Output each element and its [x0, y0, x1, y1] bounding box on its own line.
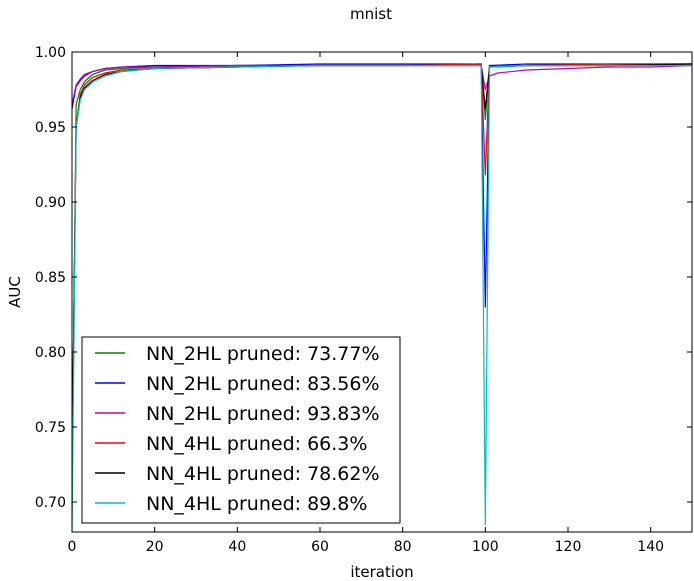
x-tick-label: 40	[228, 539, 246, 555]
x-axis-title: iteration	[350, 563, 413, 581]
ticks-layer: 0 20 40 60 80 100 120 140 0.70 0.75 0.80 0.85 0.90 0.…	[35, 45, 692, 555]
series-layer	[72, 63, 692, 532]
series-line-2	[72, 63, 692, 308]
x-tick-label: 60	[311, 539, 329, 555]
y-axis-title: AUC	[6, 276, 24, 308]
y-tick-label: 1.00	[35, 45, 66, 61]
x-tick-label: 80	[394, 539, 412, 555]
y-tick-label: 0.95	[35, 120, 66, 136]
y-tick-label: 0.70	[35, 495, 66, 511]
plot-area: 0 20 40 60 80 100 120 140 0.70 0.75 0.80 0.85 0.90 0.…	[35, 45, 693, 555]
legend: NN_2HL pruned: 73.77% NN_2HL pruned: 83.5…	[81, 336, 401, 524]
x-tick-label: 20	[146, 539, 164, 555]
legend-box	[81, 336, 401, 524]
y-tick-label: 0.80	[35, 345, 66, 361]
y-tick-label: 0.85	[35, 270, 66, 286]
legend-label: NN_4HL pruned: 66.3%	[146, 433, 367, 455]
plot-frame	[71, 51, 693, 533]
legend-label: NN_2HL pruned: 83.56%	[146, 373, 380, 395]
legend-label: NN_2HL pruned: 93.83%	[146, 403, 380, 425]
legend-entries: NN_2HL pruned: 73.77% NN_2HL pruned: 83.5…	[95, 343, 380, 515]
x-tick-label: 0	[68, 539, 77, 555]
chart-title: mnist	[350, 5, 392, 23]
legend-label: NN_2HL pruned: 73.77%	[146, 343, 380, 365]
x-tick-label: 100	[472, 539, 499, 555]
series-line-3	[72, 64, 692, 105]
legend-label: NN_4HL pruned: 89.8%	[146, 493, 367, 515]
legend-label: NN_4HL pruned: 78.62%	[146, 463, 380, 485]
y-tick-label: 0.75	[35, 420, 66, 436]
x-tick-label: 140	[637, 539, 664, 555]
y-tick-label: 0.90	[35, 195, 66, 211]
series-line-6	[72, 64, 692, 532]
x-tick-label: 120	[555, 539, 582, 555]
